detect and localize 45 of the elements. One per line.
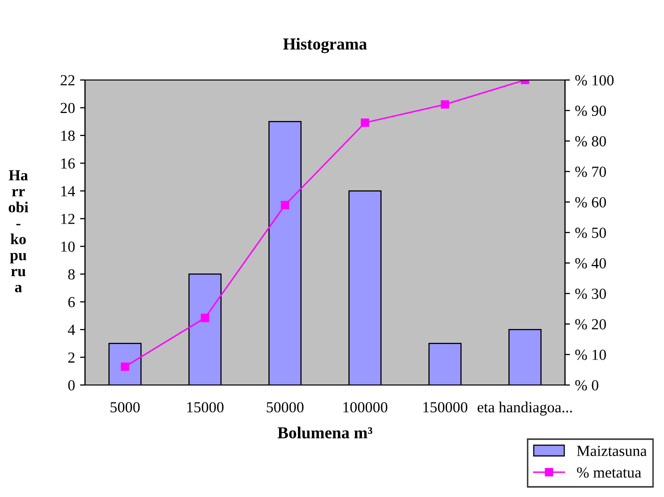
chart-title: Histograma	[283, 38, 367, 54]
point	[280, 200, 290, 210]
x-tick-label: 150000	[423, 402, 468, 412]
y-tick-label: 22	[60, 75, 74, 86]
y-tick-label: 10	[61, 242, 75, 252]
bar	[108, 342, 142, 385]
point	[120, 362, 130, 371]
y2-tick-label: % 20	[575, 319, 606, 330]
legend-label: Maiztasuna	[576, 446, 647, 456]
y2-tick-label: % 60	[575, 197, 606, 208]
x-tick-label: eta handiagoa...	[478, 402, 572, 416]
y-tick-label: 12	[61, 214, 74, 224]
y-tick-label: 6	[68, 297, 75, 308]
point	[440, 100, 450, 109]
y-tick-label: 8	[68, 269, 75, 280]
legend-label: % metatua	[577, 467, 642, 478]
y-tick-label: 18	[61, 130, 75, 141]
y-axis-title: Ha rr obi - ko pu ru a	[8, 170, 28, 292]
point	[360, 118, 370, 127]
y2-tick-label: % 100	[575, 75, 614, 86]
y-tick-label: 16	[61, 158, 75, 169]
bar	[508, 328, 542, 385]
bar	[188, 274, 222, 385]
y-tick-label: 4	[68, 324, 76, 335]
x-tick-label: 50000	[266, 402, 304, 412]
x-axis-title: Bolumena m³	[278, 426, 372, 438]
point	[200, 314, 210, 322]
y-tick-label: 0	[68, 380, 75, 390]
x-tick-label: 100000	[343, 402, 388, 412]
y2-tick-label: % 70	[575, 166, 606, 177]
bar	[268, 121, 302, 385]
y2-tick-label: % 80	[575, 136, 606, 146]
y2-tick-label: % 40	[575, 258, 606, 268]
y2-tick-label: % 50	[575, 228, 606, 238]
y-tick-label: 2	[68, 352, 74, 363]
y2-tick-label: % 30	[575, 288, 606, 299]
y2-tick-label: % 10	[575, 350, 606, 360]
x-tick-label: 5000	[110, 402, 140, 412]
y-tick-label: 14	[61, 186, 76, 196]
y2-tick-label: % 90	[575, 106, 606, 116]
x-tick-label: 15000	[187, 402, 224, 412]
y-tick-label: 20	[60, 102, 75, 114]
bar	[348, 190, 382, 385]
y2-tick-label: % 0	[575, 380, 598, 390]
bar	[428, 342, 462, 385]
